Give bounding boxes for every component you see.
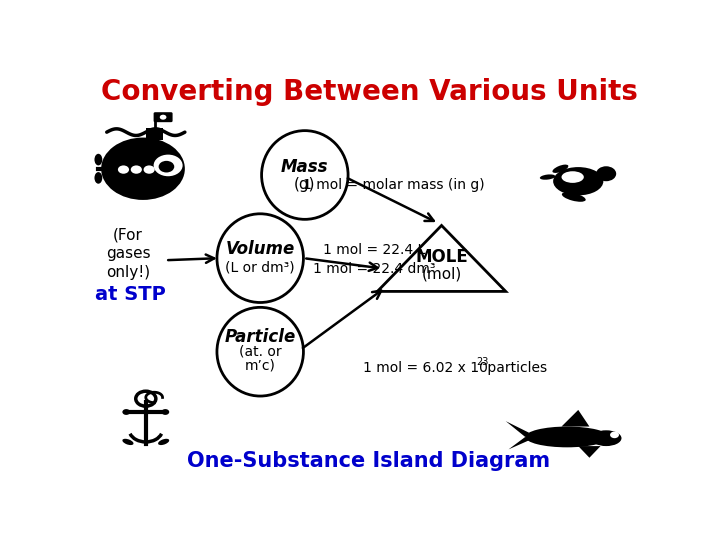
Text: at STP: at STP xyxy=(95,285,166,304)
Circle shape xyxy=(160,114,166,120)
Text: Mass: Mass xyxy=(281,158,328,176)
Text: 1 mol = molar mass (in g): 1 mol = molar mass (in g) xyxy=(303,178,485,192)
Text: (at. or: (at. or xyxy=(239,345,282,359)
Ellipse shape xyxy=(94,172,102,184)
Polygon shape xyxy=(578,446,600,458)
Text: 1 mol = 22.4 L: 1 mol = 22.4 L xyxy=(323,243,426,257)
Text: m’c): m’c) xyxy=(245,358,276,372)
Text: Volume: Volume xyxy=(225,240,294,258)
Ellipse shape xyxy=(122,439,133,445)
Text: Particle: Particle xyxy=(225,328,296,346)
FancyBboxPatch shape xyxy=(153,112,173,122)
Polygon shape xyxy=(508,437,529,449)
Polygon shape xyxy=(562,410,590,427)
Text: (mol): (mol) xyxy=(421,266,462,281)
Ellipse shape xyxy=(562,192,585,202)
Circle shape xyxy=(596,166,616,181)
Ellipse shape xyxy=(562,171,584,183)
Ellipse shape xyxy=(591,430,621,446)
Circle shape xyxy=(158,161,174,172)
Text: One-Substance Island Diagram: One-Substance Island Diagram xyxy=(187,451,551,471)
Circle shape xyxy=(118,165,129,174)
Text: (For
gases
only!): (For gases only!) xyxy=(106,228,150,280)
Text: Converting Between Various Units: Converting Between Various Units xyxy=(101,78,637,106)
Circle shape xyxy=(610,431,619,438)
Text: 23: 23 xyxy=(477,357,489,367)
Circle shape xyxy=(122,409,130,415)
Ellipse shape xyxy=(552,165,568,173)
Text: (g): (g) xyxy=(294,177,315,192)
Polygon shape xyxy=(505,421,529,437)
Circle shape xyxy=(153,154,183,176)
Ellipse shape xyxy=(525,427,609,447)
Ellipse shape xyxy=(540,174,555,180)
Ellipse shape xyxy=(94,154,102,165)
Ellipse shape xyxy=(158,439,169,445)
Circle shape xyxy=(143,165,155,174)
Circle shape xyxy=(131,165,142,174)
Text: particles: particles xyxy=(483,361,547,375)
Text: MOLE: MOLE xyxy=(415,248,468,266)
Text: (L or dm³): (L or dm³) xyxy=(225,260,295,274)
Circle shape xyxy=(101,138,185,200)
Bar xyxy=(145,128,163,140)
Text: 1 mol = 6.02 x 10: 1 mol = 6.02 x 10 xyxy=(364,361,488,375)
Ellipse shape xyxy=(553,167,603,195)
Text: 1 mol = 22.4 dm³: 1 mol = 22.4 dm³ xyxy=(313,261,436,275)
Circle shape xyxy=(161,409,169,415)
